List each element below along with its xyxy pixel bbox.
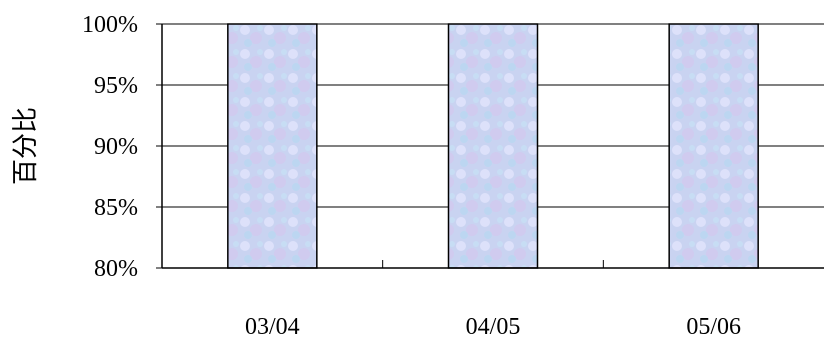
- x-tick-label: 05/06: [686, 314, 741, 335]
- y-tick-label: 80%: [94, 256, 138, 282]
- bar: [447, 23, 539, 269]
- x-tick-label: 03/04: [245, 314, 300, 335]
- y-tick-label: 90%: [94, 134, 138, 160]
- x-tick-labels: 03/04 04/05 05/06: [245, 314, 741, 340]
- bar: [227, 23, 318, 269]
- x-tick-label: 04/05: [466, 314, 521, 335]
- y-axis-label: 百分比: [11, 107, 40, 185]
- bars: [227, 23, 759, 269]
- y-tick-label: 85%: [94, 195, 138, 221]
- y-tick-label: 100%: [82, 12, 138, 38]
- axes: [156, 23, 824, 269]
- y-tick-labels: 80% 85% 90% 95% 100%: [82, 12, 138, 282]
- bar: [668, 23, 759, 269]
- y-tick-label: 95%: [94, 73, 138, 99]
